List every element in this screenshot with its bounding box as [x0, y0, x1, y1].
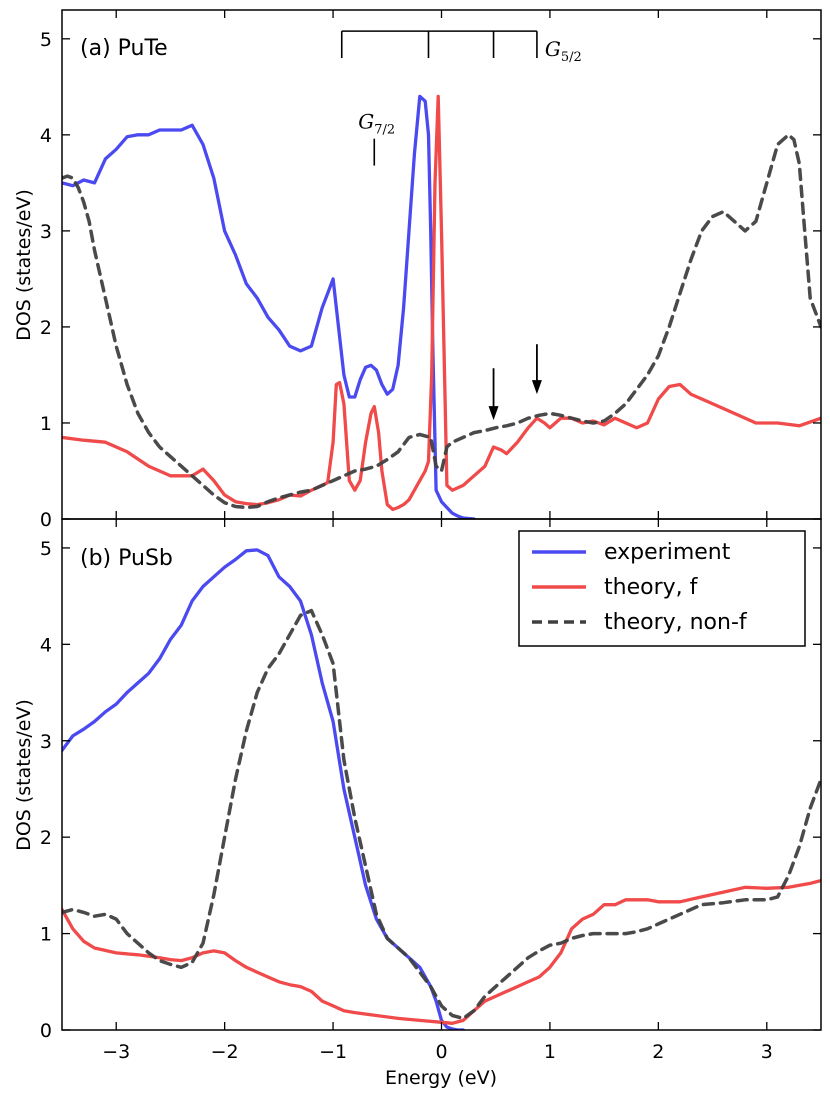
panel-b-series-theory-f — [62, 878, 821, 1025]
panel-b-xtick-label: −1 — [319, 1041, 347, 1063]
panel-a-ytick-label: 1 — [40, 413, 52, 435]
panel-a-ytick-label: 2 — [40, 317, 52, 339]
panel-a-ytick-label: 3 — [40, 221, 52, 243]
panel-a-ytick-label: 0 — [40, 509, 52, 531]
panel-b-ytick-label: 0 — [40, 1020, 52, 1042]
panel-b-xtick-label: −2 — [211, 1041, 239, 1063]
legend-label-theory-f: theory, f — [604, 575, 699, 600]
panel-a-ytick-label: 4 — [40, 125, 52, 147]
panel-b-ytick-label: 3 — [40, 731, 52, 753]
panel-a-pute: G5/2 G7/2 0 1 2 3 4 5 (a) PuTe DOS (states/eV) — [13, 9, 822, 531]
legend-entry-theory-f: theory, f — [532, 575, 699, 600]
panel-a-ylabel: DOS (states/eV) — [13, 189, 35, 341]
panel-b-xtick-label: 2 — [652, 1041, 664, 1063]
panel-b-xtick-label: −3 — [102, 1041, 130, 1063]
panel-b-xtick-label: 1 — [544, 1041, 556, 1063]
panel-b-xtick-label: 0 — [435, 1041, 447, 1063]
legend-entry-theory-nonf: theory, non-f — [532, 610, 748, 635]
panel-b-ytick-label: 2 — [40, 827, 52, 849]
panel-a-series-theory-f — [62, 94, 821, 512]
panel-b-pusb: −3 −2 −1 0 1 2 3 0 1 2 3 4 5 (b) PuSb DOS (states/eV… — [13, 518, 822, 1089]
panel-a-title: (a) PuTe — [80, 36, 168, 61]
legend: experiment theory, f theory, non-f — [518, 530, 806, 647]
panel-b-ylabel: DOS (states/eV) — [13, 699, 35, 851]
panel-b-ytick-label: 1 — [40, 924, 52, 946]
panel-b-title: (b) PuSb — [80, 546, 173, 571]
panel-b-xtick-label: 3 — [761, 1041, 773, 1063]
panel-b-xlabel: Energy (eV) — [385, 1067, 497, 1089]
panel-a-series-theory-non-f — [62, 133, 821, 510]
panel-b-ytick-label: 4 — [40, 634, 52, 656]
panel-b-ytick-label: 5 — [40, 538, 52, 560]
arrow-head — [531, 380, 542, 395]
legend-label-theory-nonf: theory, non-f — [604, 610, 748, 635]
panel-b-series-theory-non-f — [62, 608, 821, 1021]
panel-a-ytick-label: 5 — [40, 29, 52, 51]
panel-b-series-experiment — [62, 548, 465, 1030]
panel-a-series-experiment — [62, 94, 476, 519]
g72-label: G7/2 — [358, 110, 395, 138]
arrow-head — [488, 406, 499, 421]
legend-entry-experiment: experiment — [532, 540, 731, 565]
g52-label: G5/2 — [545, 37, 582, 65]
legend-label-experiment: experiment — [604, 540, 731, 565]
